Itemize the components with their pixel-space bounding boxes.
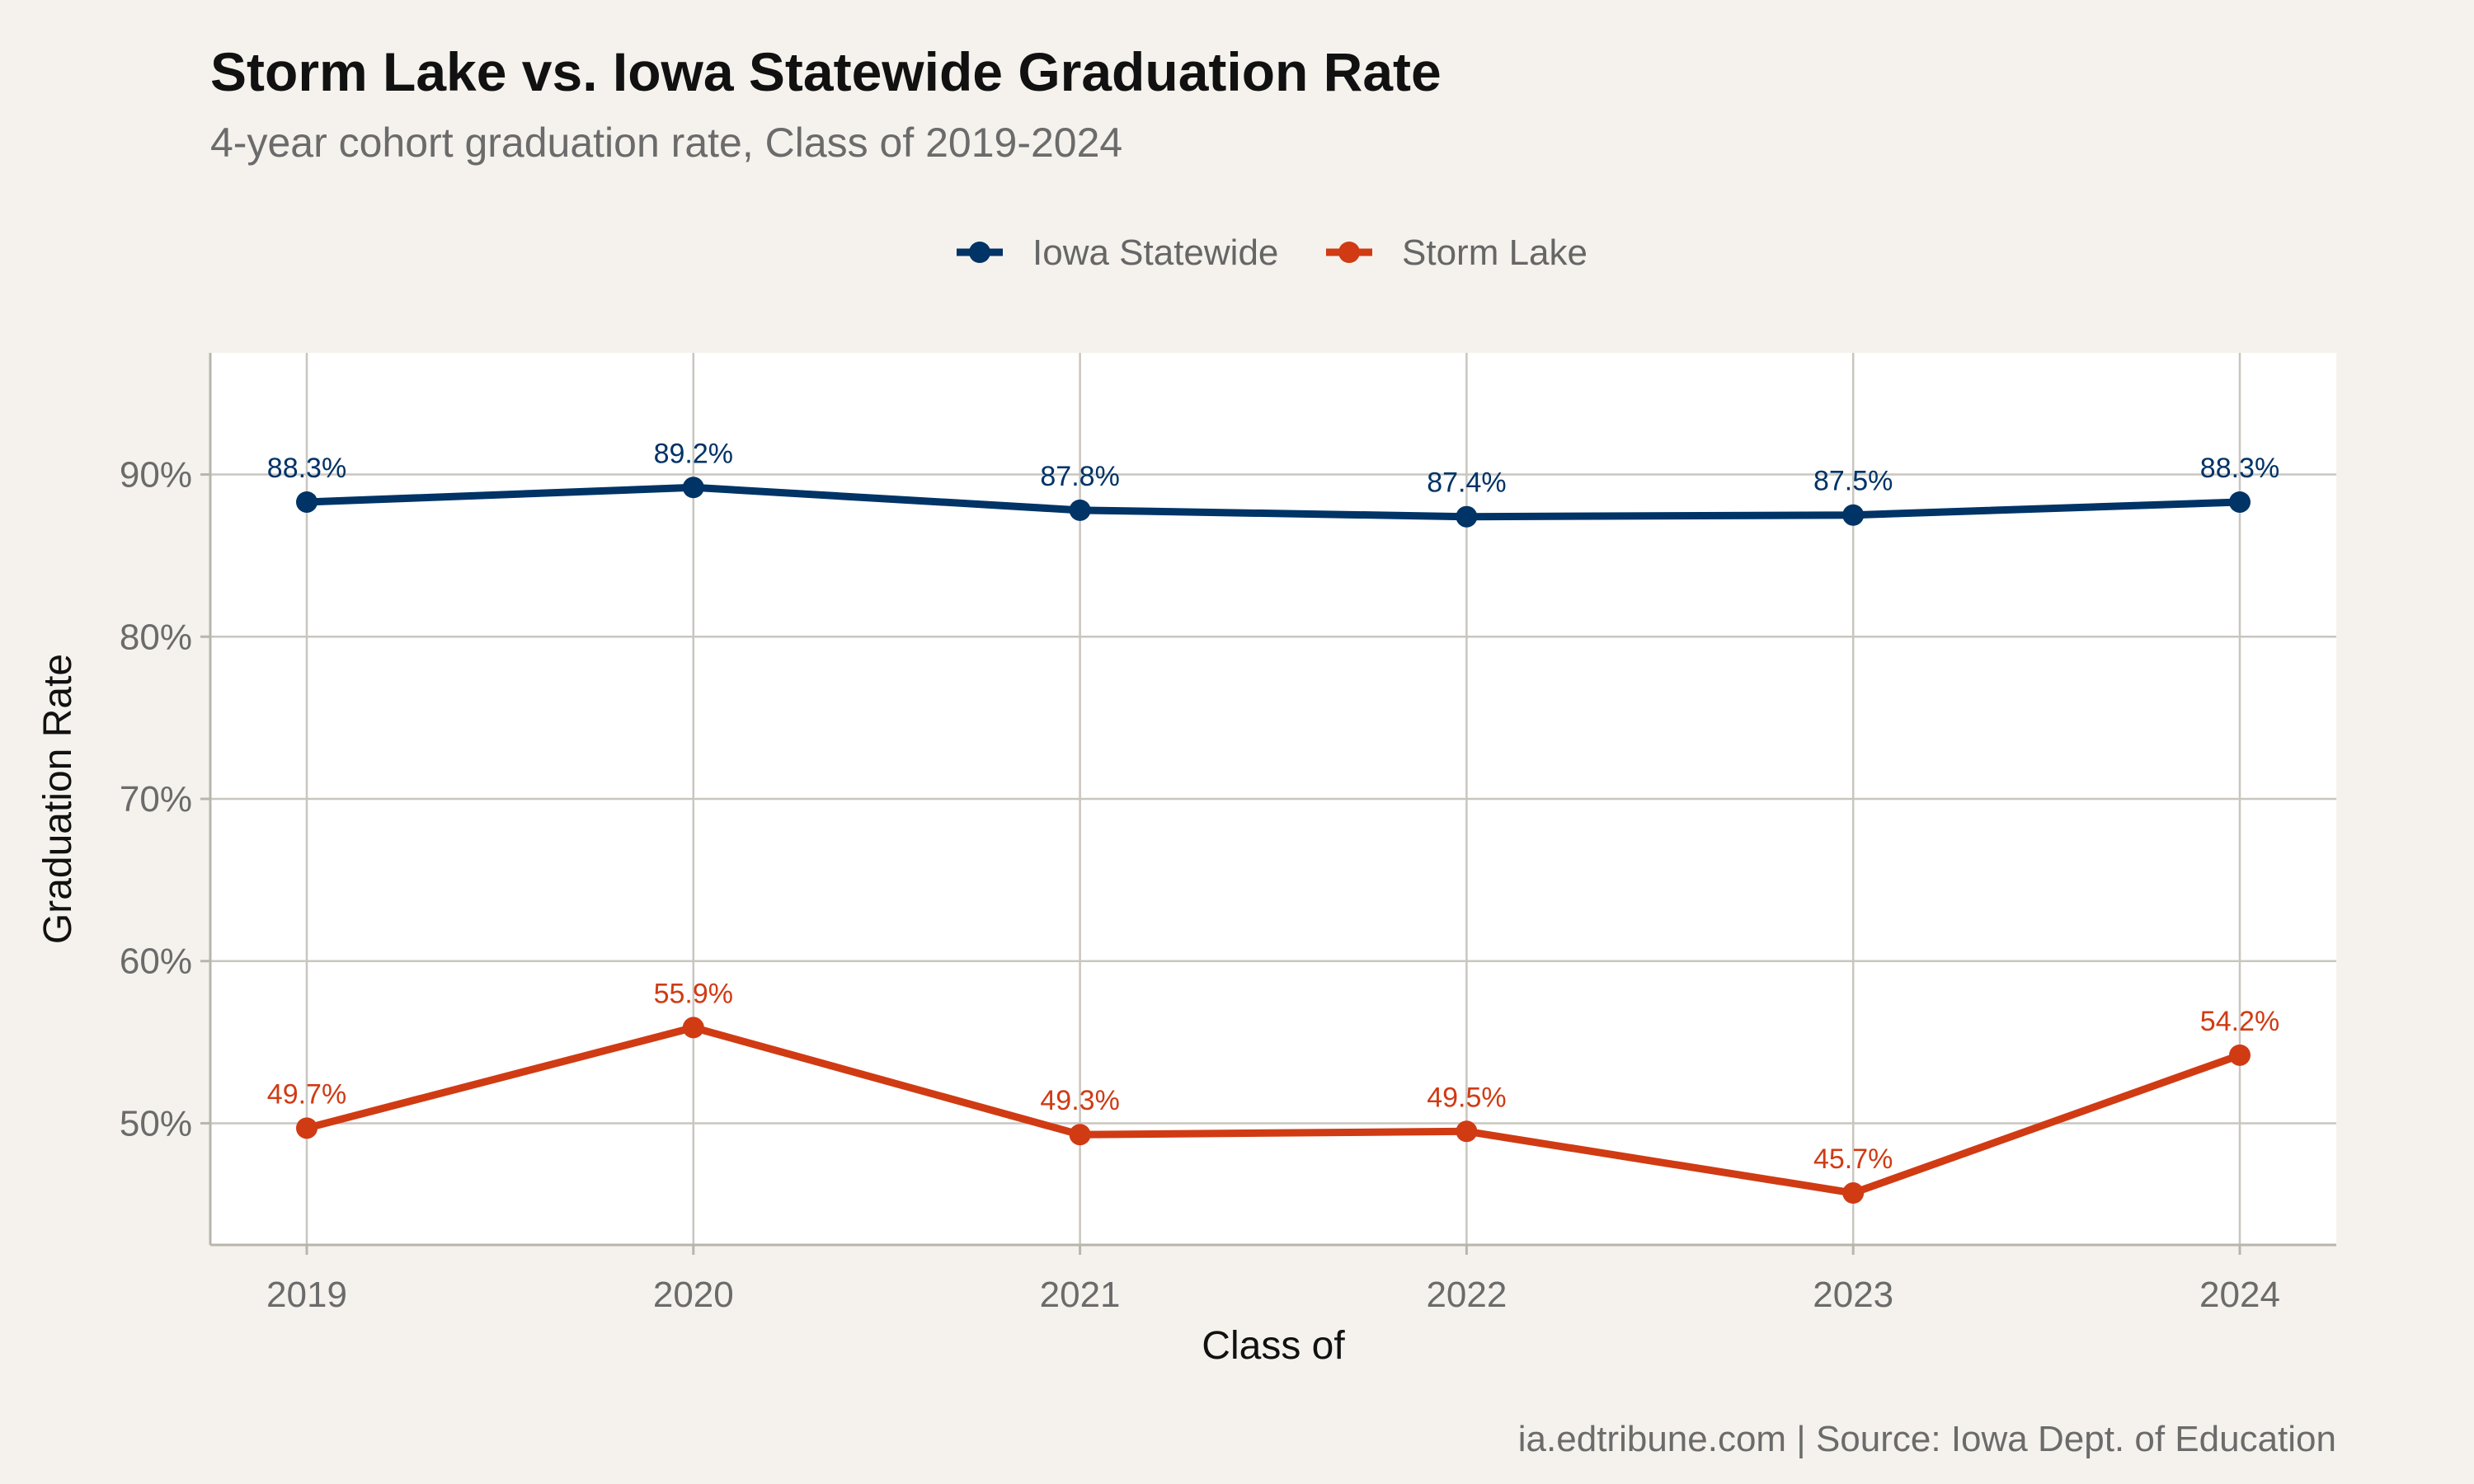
data-label: 55.9% <box>654 978 733 1009</box>
data-point <box>1456 505 1478 528</box>
data-point <box>682 1017 704 1039</box>
legend-key-marker <box>1338 242 1360 263</box>
data-point <box>1456 1120 1478 1143</box>
legend-label: Storm Lake <box>1402 232 1587 273</box>
x-tick-label: 2021 <box>1040 1275 1121 1315</box>
y-gridlines <box>210 473 2336 1125</box>
y-axis-ticks: 50% 60% 70% 80% 90% <box>120 455 210 1144</box>
x-axis-title: Class of <box>1202 1324 1345 1368</box>
y-axis-title: Graduation Rate <box>36 654 80 944</box>
legend-key-marker <box>969 242 990 263</box>
x-tick-label: 2022 <box>1426 1275 1507 1315</box>
series-storm-lake: 49.7% 55.9% 49.3% 49.5% 45.7% 54.2% <box>267 978 2279 1205</box>
series-line-storm-lake <box>303 1023 2244 1197</box>
legend: Iowa Statewide Storm Lake <box>957 232 1587 273</box>
legend-item: Storm Lake <box>1326 232 1587 273</box>
data-label: 54.2% <box>2200 1006 2279 1037</box>
x-tick-label: 2020 <box>653 1275 734 1315</box>
chart-title: Storm Lake vs. Iowa Statewide Graduation… <box>210 41 1442 102</box>
series-iowa-statewide: 88.3% 89.2% 87.8% 87.4% 87.5% 88.3% <box>267 438 2279 528</box>
data-label: 49.7% <box>267 1078 346 1110</box>
data-point <box>2229 1044 2251 1066</box>
data-point <box>682 477 704 499</box>
x-tick-label: 2019 <box>266 1275 347 1315</box>
data-label: 88.3% <box>2200 453 2279 484</box>
data-point <box>1842 1182 1865 1205</box>
data-point <box>2229 491 2251 513</box>
data-label: 87.4% <box>1427 467 1506 499</box>
data-label: 88.3% <box>267 453 346 484</box>
y-tick-label: 60% <box>120 942 192 982</box>
y-tick-label: 80% <box>120 617 192 657</box>
data-label: 87.8% <box>1040 461 1119 492</box>
x-tick-label: 2023 <box>1813 1275 1893 1315</box>
y-tick-label: 70% <box>120 779 192 819</box>
data-label: 49.5% <box>1427 1082 1506 1113</box>
data-label: 49.3% <box>1040 1085 1119 1116</box>
y-tick-label: 90% <box>120 455 192 495</box>
data-point <box>1069 499 1091 521</box>
data-label: 87.5% <box>1813 466 1893 497</box>
series-layer: 88.3% 89.2% 87.8% 87.4% 87.5% 88.3% 49.7% 55.9%… <box>267 438 2279 1205</box>
x-axis-ticks: 2019 2020 2021 2022 2023 2024 <box>266 1245 2280 1315</box>
data-point <box>1069 1124 1091 1146</box>
data-label: 89.2% <box>654 438 733 469</box>
series-line-iowa-statewide <box>303 483 2244 521</box>
chart-caption: ia.edtribune.com | Source: Iowa Dept. of… <box>1518 1419 2336 1459</box>
x-tick-label: 2024 <box>2199 1275 2280 1315</box>
legend-item: Iowa Statewide <box>957 232 1278 273</box>
legend-label: Iowa Statewide <box>1032 232 1278 273</box>
data-point <box>296 491 317 513</box>
data-label: 45.7% <box>1813 1144 1893 1175</box>
y-tick-label: 50% <box>120 1103 192 1144</box>
data-point <box>1842 504 1865 526</box>
chart-subtitle: 4-year cohort graduation rate, Class of … <box>210 120 1122 166</box>
data-point <box>296 1117 317 1139</box>
